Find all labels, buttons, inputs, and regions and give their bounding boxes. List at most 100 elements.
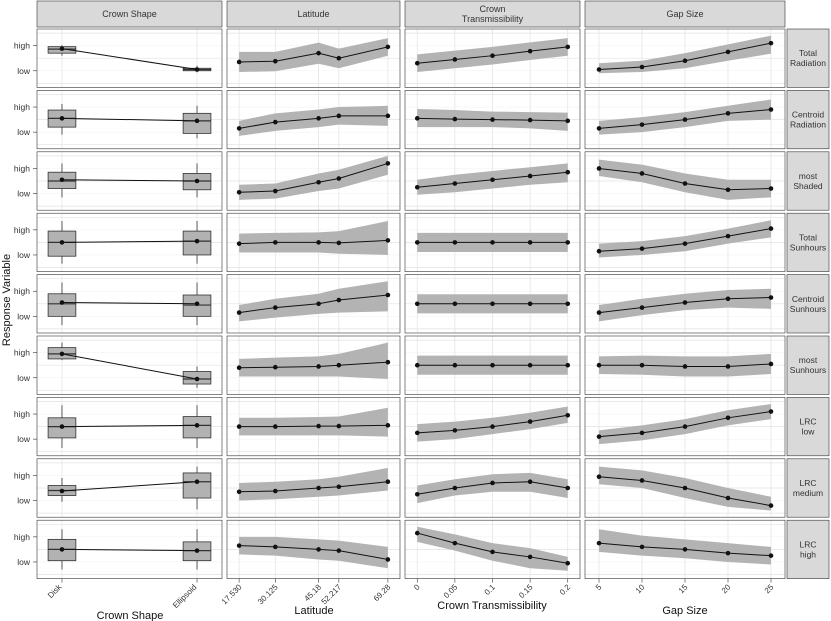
strip-row-4 — [786, 274, 830, 334]
mean-point-1 — [194, 178, 200, 184]
panel-border — [584, 212, 786, 272]
row-label-8-1: high — [800, 549, 816, 559]
x-tick-label: Ellipsoid — [171, 583, 198, 610]
series-point-3 — [527, 479, 533, 485]
panel-border — [226, 397, 401, 457]
mean-line — [61, 548, 198, 552]
confidence-band — [239, 281, 388, 322]
series-point-4 — [768, 186, 774, 191]
panel-border — [404, 151, 581, 211]
y-tick-low: low — [17, 557, 31, 567]
confidence-band — [599, 35, 771, 74]
y-axis-title: Response Variable — [1, 254, 13, 346]
series-point-2 — [490, 53, 495, 58]
x-tick-label: 10 — [634, 582, 647, 595]
series-point-3 — [336, 176, 342, 181]
x-tick-label: 52.217 — [320, 582, 344, 606]
series-point-3 — [725, 550, 731, 556]
series-point-0 — [596, 434, 602, 439]
y-tick-high: high — [14, 470, 30, 480]
series-point-2 — [490, 117, 495, 122]
confidence-band — [239, 38, 388, 73]
series-point-4 — [768, 226, 774, 231]
series-point-2 — [682, 241, 688, 246]
strip-row-7 — [786, 458, 830, 518]
series-point-1 — [273, 188, 278, 194]
mean-point-0 — [59, 488, 65, 494]
panel-border — [584, 151, 786, 211]
mean-line — [61, 424, 198, 428]
y-tick-high: high — [14, 41, 30, 51]
box-1 — [182, 112, 212, 134]
series-point-3 — [725, 296, 731, 302]
series-point-4 — [768, 553, 774, 558]
y-tick-high: high — [14, 102, 30, 112]
mean-point-1 — [194, 479, 200, 485]
series-point-1 — [273, 305, 278, 310]
series-point-4 — [768, 503, 774, 508]
y-tick-high: high — [14, 163, 30, 173]
series-point-4 — [565, 412, 571, 418]
row-label-3-0: Total — [799, 232, 817, 242]
x-tick-label: 69.28 — [372, 582, 393, 603]
series-point-4 — [385, 359, 391, 365]
series-point-4 — [768, 361, 774, 367]
row-label-6-0: LRC — [799, 417, 816, 427]
panel-border — [36, 274, 223, 334]
mean-point-1 — [194, 238, 200, 244]
y-tick-low: low — [17, 127, 31, 137]
series-point-2 — [316, 50, 321, 56]
series-point-4 — [385, 479, 391, 485]
series-point-4 — [385, 423, 391, 428]
series-point-4 — [385, 161, 391, 166]
series-point-2 — [682, 300, 688, 305]
row-label-5-1: Sunhours — [790, 365, 826, 375]
series-point-2 — [316, 547, 321, 552]
series-point-0 — [414, 60, 420, 66]
confidence-band — [239, 221, 388, 255]
series-point-1 — [273, 119, 278, 125]
series-point-0 — [596, 540, 602, 546]
series-point-4 — [768, 107, 774, 112]
x-axis-title-0: Crown Shape — [97, 610, 164, 621]
series-point-4 — [768, 40, 774, 46]
series-point-1 — [452, 240, 458, 245]
row-label-2-1: Shaded — [793, 181, 823, 191]
mean-point-1 — [194, 301, 200, 307]
series-point-3 — [725, 364, 731, 369]
series-point-3 — [527, 301, 533, 307]
series-point-0 — [414, 530, 420, 536]
row-label-4-0: Centroid — [792, 294, 824, 304]
panel-border — [404, 212, 581, 272]
confidence-band — [239, 155, 388, 200]
strip-label-1: Latitude — [297, 9, 329, 19]
strip-row-5 — [786, 335, 830, 395]
series-point-0 — [236, 59, 242, 65]
mean-point-0 — [59, 177, 65, 183]
series-point-4 — [385, 292, 391, 298]
series-point-3 — [725, 233, 731, 239]
strip-row-6 — [786, 397, 830, 457]
row-label-7-0: LRC — [799, 478, 816, 488]
series-point-0 — [414, 430, 420, 436]
series-point-2 — [316, 240, 321, 245]
series-point-4 — [385, 113, 391, 119]
strip-label-0: Crown Shape — [102, 9, 157, 19]
panel-border — [226, 212, 401, 272]
y-tick-high: high — [14, 286, 30, 296]
series-point-4 — [565, 560, 571, 566]
series-point-2 — [316, 364, 321, 369]
series-point-4 — [385, 557, 391, 562]
series-point-1 — [639, 64, 645, 70]
x-tick-label: 5 — [594, 582, 604, 592]
series-point-3 — [336, 548, 342, 553]
panel-border — [584, 458, 786, 518]
series-point-3 — [527, 419, 533, 424]
series-point-4 — [768, 409, 774, 414]
series-point-2 — [682, 547, 688, 552]
series-point-1 — [273, 364, 278, 370]
series-point-3 — [527, 117, 533, 123]
row-label-1-1: Radiation — [790, 120, 826, 130]
panel-border — [36, 151, 223, 211]
y-tick-low: low — [17, 189, 31, 199]
